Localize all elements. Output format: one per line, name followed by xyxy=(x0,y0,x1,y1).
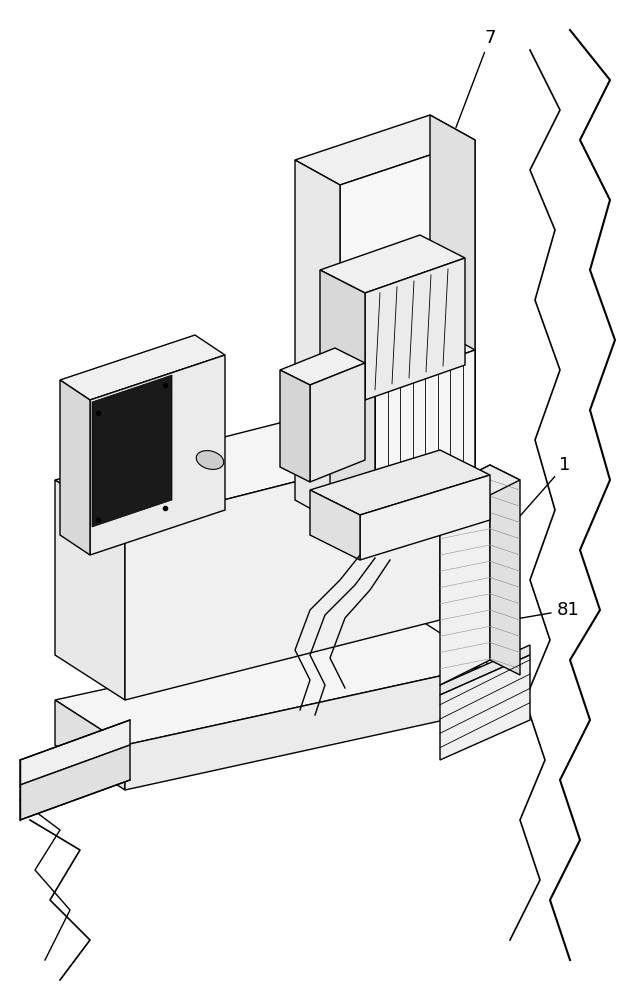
Polygon shape xyxy=(360,475,490,560)
Polygon shape xyxy=(20,745,130,820)
Polygon shape xyxy=(310,363,365,482)
Text: 2: 2 xyxy=(379,196,399,282)
Polygon shape xyxy=(280,348,365,385)
Polygon shape xyxy=(440,645,530,695)
Polygon shape xyxy=(90,355,225,555)
Text: 8: 8 xyxy=(26,742,93,799)
Polygon shape xyxy=(375,350,475,535)
Text: 81: 81 xyxy=(513,601,580,620)
Polygon shape xyxy=(440,655,530,760)
Text: 811: 811 xyxy=(273,511,387,577)
Polygon shape xyxy=(310,450,490,515)
Polygon shape xyxy=(92,375,172,527)
Polygon shape xyxy=(340,140,475,525)
Polygon shape xyxy=(125,665,490,790)
Polygon shape xyxy=(280,370,310,482)
Polygon shape xyxy=(320,235,465,293)
Polygon shape xyxy=(55,700,125,790)
Polygon shape xyxy=(295,160,340,525)
Polygon shape xyxy=(430,115,475,480)
Polygon shape xyxy=(440,465,520,505)
Polygon shape xyxy=(55,480,125,700)
Text: 7: 7 xyxy=(456,29,496,127)
Polygon shape xyxy=(320,270,365,400)
Polygon shape xyxy=(60,335,225,400)
Polygon shape xyxy=(125,445,440,700)
Ellipse shape xyxy=(197,451,223,469)
Polygon shape xyxy=(55,400,440,525)
Polygon shape xyxy=(330,325,475,385)
Polygon shape xyxy=(55,620,490,745)
Polygon shape xyxy=(490,465,520,675)
Polygon shape xyxy=(310,490,360,560)
Polygon shape xyxy=(365,258,465,400)
Polygon shape xyxy=(60,380,90,555)
Polygon shape xyxy=(440,465,490,685)
Polygon shape xyxy=(20,720,130,785)
Text: 1: 1 xyxy=(492,456,571,548)
Polygon shape xyxy=(330,360,375,535)
Polygon shape xyxy=(295,115,475,185)
